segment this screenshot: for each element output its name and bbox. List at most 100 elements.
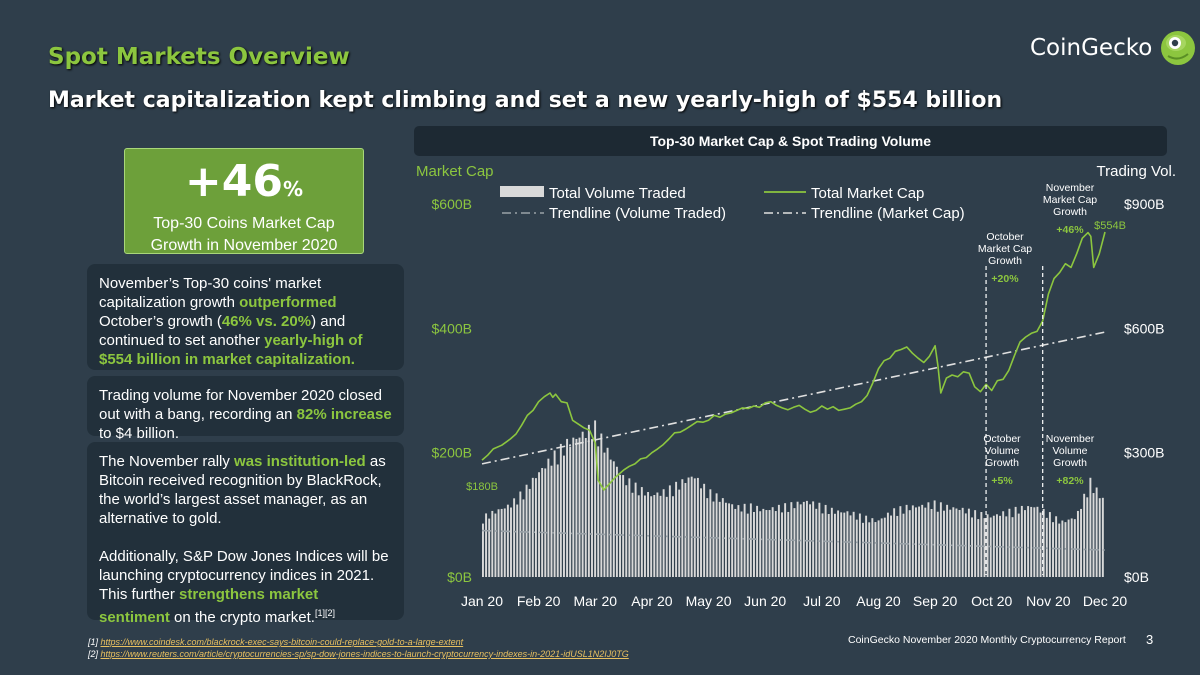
volume-bar xyxy=(749,503,752,577)
volume-bar xyxy=(562,455,565,577)
panel3-paragraph2: Additionally, S&P Dow Jones Indices will… xyxy=(99,547,392,627)
volume-bar xyxy=(883,517,886,577)
annotation-start-value: $180B xyxy=(466,481,498,493)
volume-bar xyxy=(939,502,942,577)
volume-bar xyxy=(622,475,625,577)
x-tick-label: Aug 20 xyxy=(856,593,901,609)
volume-bar xyxy=(1008,508,1011,577)
volume-bar xyxy=(858,513,861,577)
callout-nov-volume-title: Volume xyxy=(1052,445,1087,457)
volume-bar xyxy=(531,477,534,577)
volume-bar xyxy=(1055,516,1058,577)
volume-bar xyxy=(983,518,986,577)
stat-unit: % xyxy=(283,177,304,201)
legend-label-market-cap: Total Market Cap xyxy=(811,185,924,202)
volume-bar xyxy=(796,501,799,577)
volume-bar xyxy=(890,515,892,577)
volume-bar xyxy=(946,504,949,577)
volume-bar xyxy=(687,477,690,577)
volume-bar xyxy=(587,424,590,577)
volume-bar xyxy=(643,495,646,577)
volume-bar xyxy=(525,484,528,577)
volume-bar xyxy=(992,515,995,577)
volume-bar xyxy=(846,511,849,577)
axis-title-left: Market Cap xyxy=(416,163,494,180)
volume-bar xyxy=(896,515,899,577)
volume-bar xyxy=(690,476,693,577)
volume-bar xyxy=(886,512,889,577)
volume-bar xyxy=(510,507,512,577)
volume-bar xyxy=(544,468,547,577)
y-tick-left: $600B xyxy=(432,196,472,212)
volume-bar xyxy=(1024,510,1026,577)
volume-bar xyxy=(1014,506,1017,577)
report-footer: CoinGecko November 2020 Monthly Cryptocu… xyxy=(848,634,1126,646)
legend-label-volume: Total Volume Traded xyxy=(549,185,686,202)
volume-bar xyxy=(815,508,818,577)
volume-bar xyxy=(1030,506,1033,577)
callout-nov-market-cap-title: Market Cap xyxy=(1043,194,1097,206)
volume-bar xyxy=(569,446,572,577)
panel2-text1: Trading volume for November 2020 closed … xyxy=(99,387,382,423)
volume-bar xyxy=(625,485,628,577)
callout-nov-market-cap-title: Growth xyxy=(1053,206,1087,218)
panel1-text3: ) and continued to set another xyxy=(99,313,346,349)
panel3-text4: on the crypto market. xyxy=(169,609,315,626)
volume-bar xyxy=(581,431,584,577)
volume-bar xyxy=(964,513,967,577)
volume-bar xyxy=(753,511,755,577)
panel2-highlight1: 82% increase xyxy=(296,406,392,423)
volume-bar xyxy=(712,501,715,577)
volume-bar xyxy=(650,496,653,577)
footnote-2-label: [2] xyxy=(88,649,101,659)
volume-bar xyxy=(855,519,858,577)
volume-bar xyxy=(961,507,964,577)
volume-bar xyxy=(849,515,852,577)
volume-bar xyxy=(519,491,522,577)
stat-value: +46% xyxy=(125,159,363,212)
volume-bar xyxy=(656,492,659,577)
volume-bar xyxy=(771,507,774,577)
volume-bar xyxy=(606,447,609,577)
volume-bar xyxy=(787,511,790,577)
volume-bar xyxy=(977,519,980,577)
volume-bar xyxy=(781,512,783,577)
volume-bar xyxy=(930,509,933,577)
volume-bar xyxy=(597,446,600,577)
volume-bar xyxy=(834,513,836,577)
callout-oct-volume-title: Growth xyxy=(985,457,1019,469)
x-tick-label: Feb 20 xyxy=(517,593,561,609)
volume-bar xyxy=(647,492,650,577)
callout-oct-volume-value: +5% xyxy=(991,475,1013,487)
panel3-highlight2: strengthens market sentiment xyxy=(99,586,319,626)
volume-bar xyxy=(743,503,746,577)
volume-bar xyxy=(893,508,896,577)
volume-bar xyxy=(827,514,830,577)
volume-bar xyxy=(971,517,973,577)
y-tick-right: $900B xyxy=(1124,196,1164,212)
volume-bar xyxy=(927,502,930,577)
panel1-highlight1: outperformed xyxy=(239,294,337,311)
volume-bar xyxy=(1058,523,1061,577)
volume-bar xyxy=(1048,512,1051,577)
volume-bar xyxy=(494,513,497,577)
volume-bar xyxy=(575,438,578,577)
panel1-text2: October’s growth ( xyxy=(99,313,222,330)
coingecko-logo: CoinGecko xyxy=(1030,30,1196,66)
volume-bar xyxy=(949,509,952,577)
volume-bar xyxy=(634,482,637,577)
volume-bar xyxy=(513,498,516,577)
panel3-highlight1: was institution-led xyxy=(234,453,366,470)
footnote-ref: [1][2] xyxy=(314,608,335,618)
volume-bar xyxy=(802,501,805,577)
footnote-2-link[interactable]: https://www.reuters.com/article/cryptocu… xyxy=(100,649,629,659)
callout-oct-volume-title: October xyxy=(983,433,1021,445)
footnote-2: [2] https://www.reuters.com/article/cryp… xyxy=(88,648,629,660)
market-cap-volume-chart: Market Cap Trading Vol. $0B $200B $400B $600B… xyxy=(416,163,1176,609)
volume-bar xyxy=(612,461,615,577)
footnote-1-link[interactable]: https://www.coindesk.com/blackrock-exec-… xyxy=(100,637,464,647)
y-tick-right: $600B xyxy=(1124,320,1164,336)
volume-bar xyxy=(762,508,765,577)
panel2-text2: to $4 billion. xyxy=(99,425,180,442)
volume-bar xyxy=(756,505,759,577)
